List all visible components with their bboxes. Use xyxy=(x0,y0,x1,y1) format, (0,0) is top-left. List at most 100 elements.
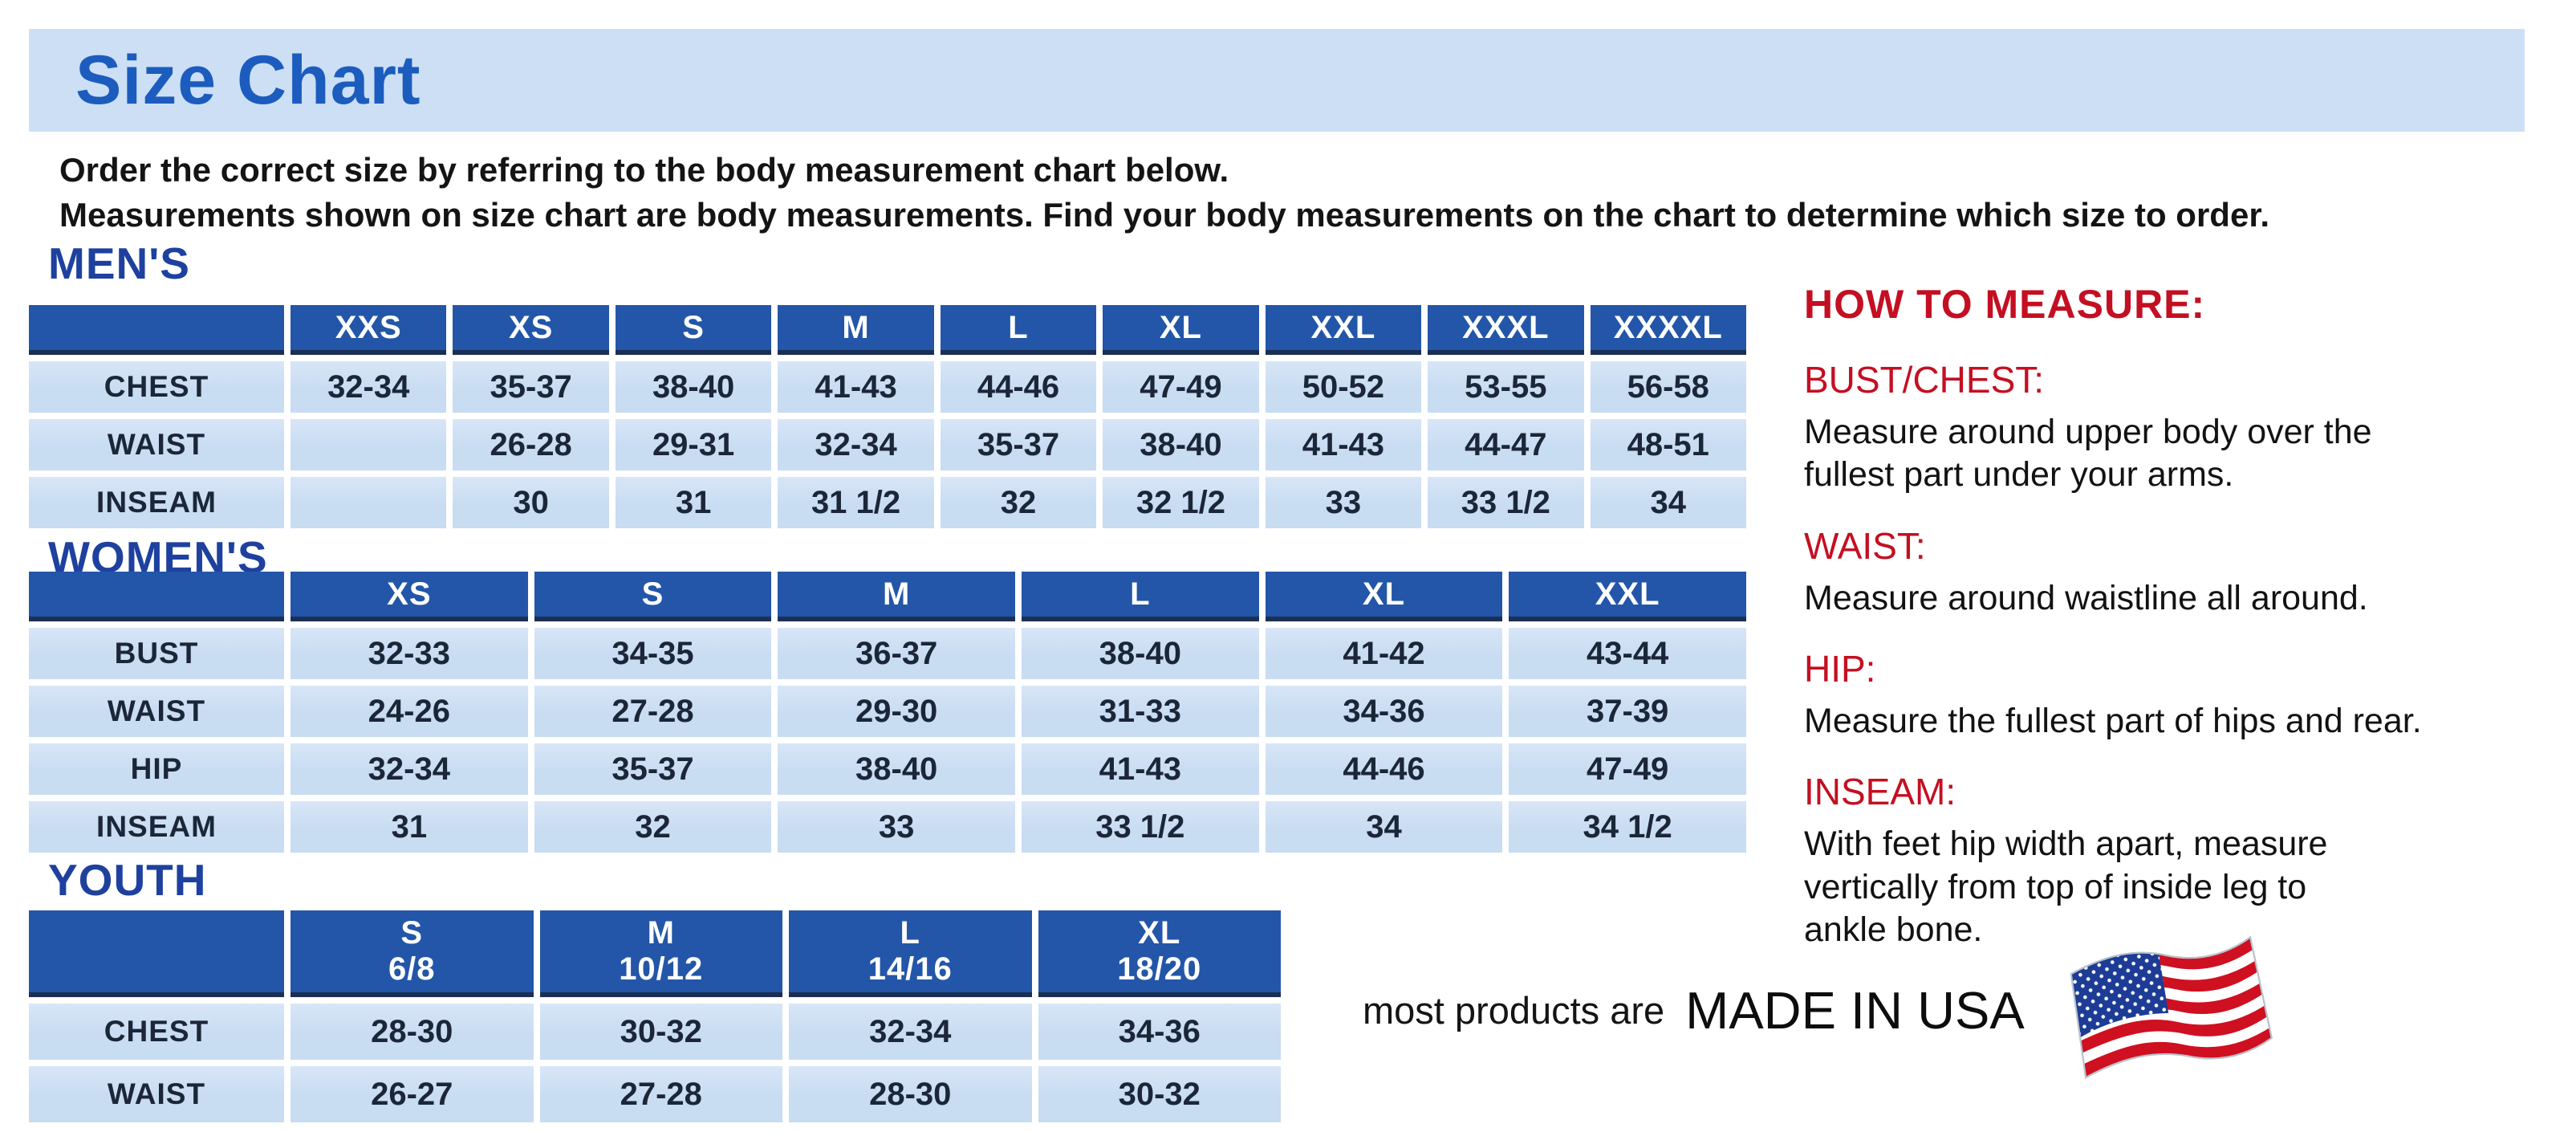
table-cell: 34-36 xyxy=(1038,1004,1281,1060)
usa-flag-icon xyxy=(2063,936,2273,1079)
measure-item-label: BUST/CHEST: xyxy=(1804,359,2045,401)
table-column-header: XL 18/20 xyxy=(1038,910,1281,997)
table-cell: 34-36 xyxy=(1265,686,1503,737)
table-cell: 33 1/2 xyxy=(1428,477,1584,528)
table-corner-cell xyxy=(29,305,284,355)
intro-line-1: Order the correct size by referring to t… xyxy=(59,151,1229,189)
table-cell: 27-28 xyxy=(534,686,772,737)
table-cell: 38-40 xyxy=(615,361,772,413)
measure-item-label: HIP: xyxy=(1804,647,1876,690)
mens-section-heading: MEN'S xyxy=(48,238,190,288)
table-cell: 32-34 xyxy=(291,743,528,795)
table-cell: 32 xyxy=(940,477,1097,528)
table-cell: 32 1/2 xyxy=(1103,477,1259,528)
table-row-label: CHEST xyxy=(29,361,284,413)
table-cell: 30-32 xyxy=(1038,1066,1281,1122)
table-column-header: XXL xyxy=(1265,305,1422,355)
table-column-header: XXXL xyxy=(1428,305,1584,355)
table-cell: 50-52 xyxy=(1265,361,1422,413)
table-cell: 35-37 xyxy=(940,419,1097,470)
table-cell: 33 xyxy=(778,801,1015,853)
table-cell: 38-40 xyxy=(778,743,1015,795)
footer-prefix-text: most products are xyxy=(1363,988,1665,1032)
womens-size-table: XS S M L XL XXL BUST 32-33 34-35 36-37 38-40 41-42 4… xyxy=(29,572,1746,853)
table-cell-empty xyxy=(291,477,447,528)
table-cell: 30 xyxy=(453,477,609,528)
table-cell: 30-32 xyxy=(539,1004,782,1060)
youth-size-table: S 6/8 M 10/12 L 14/16 XL 18/20 CHEST 28-30 30-… xyxy=(29,910,1281,1122)
measure-item-text: Measure around waistline all around. xyxy=(1804,578,2368,617)
table-cell: 34 1/2 xyxy=(1509,801,1746,853)
table-column-header: XXS xyxy=(291,305,447,355)
measure-item-inseam: INSEAM: With feet hip width apart, measu… xyxy=(1804,770,2566,951)
table-cell-empty xyxy=(291,419,447,470)
table-cell: 27-28 xyxy=(539,1066,782,1122)
table-cell: 56-58 xyxy=(1590,361,1746,413)
table-cell: 24-26 xyxy=(291,686,528,737)
table-cell: 53-55 xyxy=(1428,361,1584,413)
table-column-header: L xyxy=(1021,572,1259,621)
table-row-label: INSEAM xyxy=(29,801,284,853)
table-cell: 41-43 xyxy=(1265,419,1422,470)
table-cell: 31 xyxy=(291,801,528,853)
made-in-usa-footer: most products are MADE IN USA xyxy=(1363,935,2502,1085)
table-cell: 31-33 xyxy=(1021,686,1259,737)
table-cell: 38-40 xyxy=(1103,419,1259,470)
table-column-header: XXL xyxy=(1509,572,1746,621)
table-cell: 47-49 xyxy=(1103,361,1259,413)
measure-item-text: With feet hip width apart, measure verti… xyxy=(1804,825,2328,949)
table-cell: 34-35 xyxy=(534,628,772,679)
measure-item-bust-chest: BUST/CHEST: Measure around upper body ov… xyxy=(1804,358,2566,497)
table-cell: 34 xyxy=(1590,477,1746,528)
measure-item-text: Measure around upper body over the fulle… xyxy=(1804,413,2372,495)
table-cell: 37-39 xyxy=(1509,686,1746,737)
table-row-label: INSEAM xyxy=(29,477,284,528)
table-cell: 44-47 xyxy=(1428,419,1584,470)
table-column-header: S 6/8 xyxy=(291,910,534,997)
table-cell: 41-42 xyxy=(1265,628,1503,679)
table-cell: 31 1/2 xyxy=(778,477,934,528)
table-corner-cell xyxy=(29,910,284,997)
mens-size-table: XXS XS S M L XL XXL XXXL XXXXL CHEST 32-34 35-37 38-… xyxy=(29,305,1746,528)
table-row-label: WAIST xyxy=(29,1066,284,1122)
table-cell: 26-27 xyxy=(291,1066,534,1122)
table-column-header: S xyxy=(615,305,772,355)
how-to-measure-panel: HOW TO MEASURE: BUST/CHEST: Measure arou… xyxy=(1804,281,2566,951)
table-cell: 32-34 xyxy=(778,419,934,470)
table-column-header: XXXXL xyxy=(1590,305,1746,355)
table-cell: 32-34 xyxy=(291,361,447,413)
table-cell: 48-51 xyxy=(1590,419,1746,470)
measure-item-label: WAIST: xyxy=(1804,524,1926,567)
table-column-header: XS xyxy=(291,572,528,621)
table-cell: 32-34 xyxy=(789,1004,1032,1060)
table-cell: 47-49 xyxy=(1509,743,1746,795)
made-in-usa-text: MADE IN USA xyxy=(1685,980,2025,1040)
table-row-label: HIP xyxy=(29,743,284,795)
measure-item-label: INSEAM: xyxy=(1804,771,1956,813)
table-cell: 29-30 xyxy=(778,686,1015,737)
table-column-header: XS xyxy=(453,305,609,355)
table-cell: 33 xyxy=(1265,477,1422,528)
table-row-label: BUST xyxy=(29,628,284,679)
intro-line-2: Measurements shown on size chart are bod… xyxy=(59,196,2270,234)
table-cell: 34 xyxy=(1265,801,1503,853)
table-cell: 44-46 xyxy=(940,361,1097,413)
table-cell: 28-30 xyxy=(291,1004,534,1060)
table-column-header: M xyxy=(778,572,1015,621)
table-cell: 32-33 xyxy=(291,628,528,679)
table-column-header: M 10/12 xyxy=(539,910,782,997)
table-cell: 38-40 xyxy=(1021,628,1259,679)
table-column-header: L xyxy=(940,305,1097,355)
table-corner-cell xyxy=(29,572,284,621)
table-cell: 28-30 xyxy=(789,1066,1032,1122)
measure-item-text: Measure the fullest part of hips and rea… xyxy=(1804,701,2422,740)
table-cell: 26-28 xyxy=(453,419,609,470)
table-cell: 29-31 xyxy=(615,419,772,470)
how-to-measure-title: HOW TO MEASURE: xyxy=(1804,282,2206,327)
title-banner: Size Chart xyxy=(29,29,2525,132)
intro-text: Order the correct size by referring to t… xyxy=(59,148,2269,238)
table-cell: 31 xyxy=(615,477,772,528)
table-cell: 43-44 xyxy=(1509,628,1746,679)
measure-item-waist: WAIST: Measure around waistline all arou… xyxy=(1804,524,2566,620)
table-cell: 33 1/2 xyxy=(1021,801,1259,853)
